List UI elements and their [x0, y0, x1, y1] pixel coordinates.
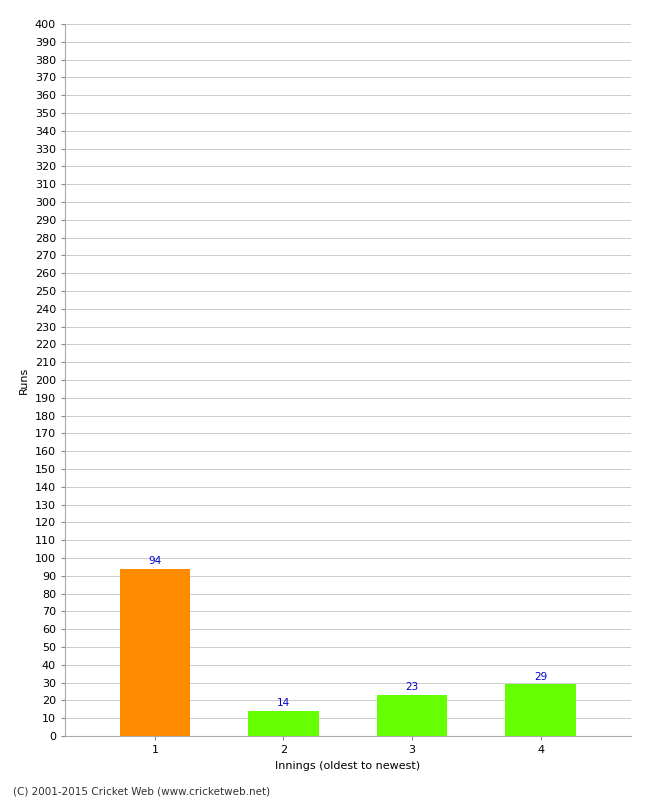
Text: 14: 14	[277, 698, 290, 709]
Bar	[248, 711, 319, 736]
Text: 29: 29	[534, 672, 547, 682]
Text: 23: 23	[406, 682, 419, 692]
Text: 94: 94	[148, 556, 162, 566]
Bar	[120, 569, 190, 736]
Bar	[505, 684, 576, 736]
Y-axis label: Runs: Runs	[19, 366, 29, 394]
X-axis label: Innings (oldest to newest): Innings (oldest to newest)	[275, 761, 421, 770]
Bar	[376, 695, 447, 736]
Text: (C) 2001-2015 Cricket Web (www.cricketweb.net): (C) 2001-2015 Cricket Web (www.cricketwe…	[13, 786, 270, 796]
